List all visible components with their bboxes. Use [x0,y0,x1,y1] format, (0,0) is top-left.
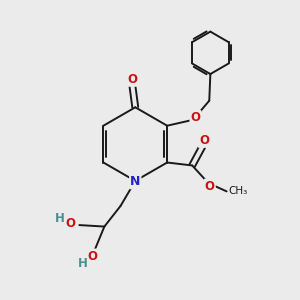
Text: O: O [190,111,200,124]
Text: O: O [199,134,209,147]
Text: O: O [127,73,137,86]
Text: H: H [55,212,65,225]
Text: O: O [88,250,98,262]
Text: H: H [78,257,88,271]
Text: O: O [65,217,75,230]
Text: O: O [205,180,215,193]
Text: CH₃: CH₃ [228,186,248,197]
Text: N: N [130,175,140,188]
